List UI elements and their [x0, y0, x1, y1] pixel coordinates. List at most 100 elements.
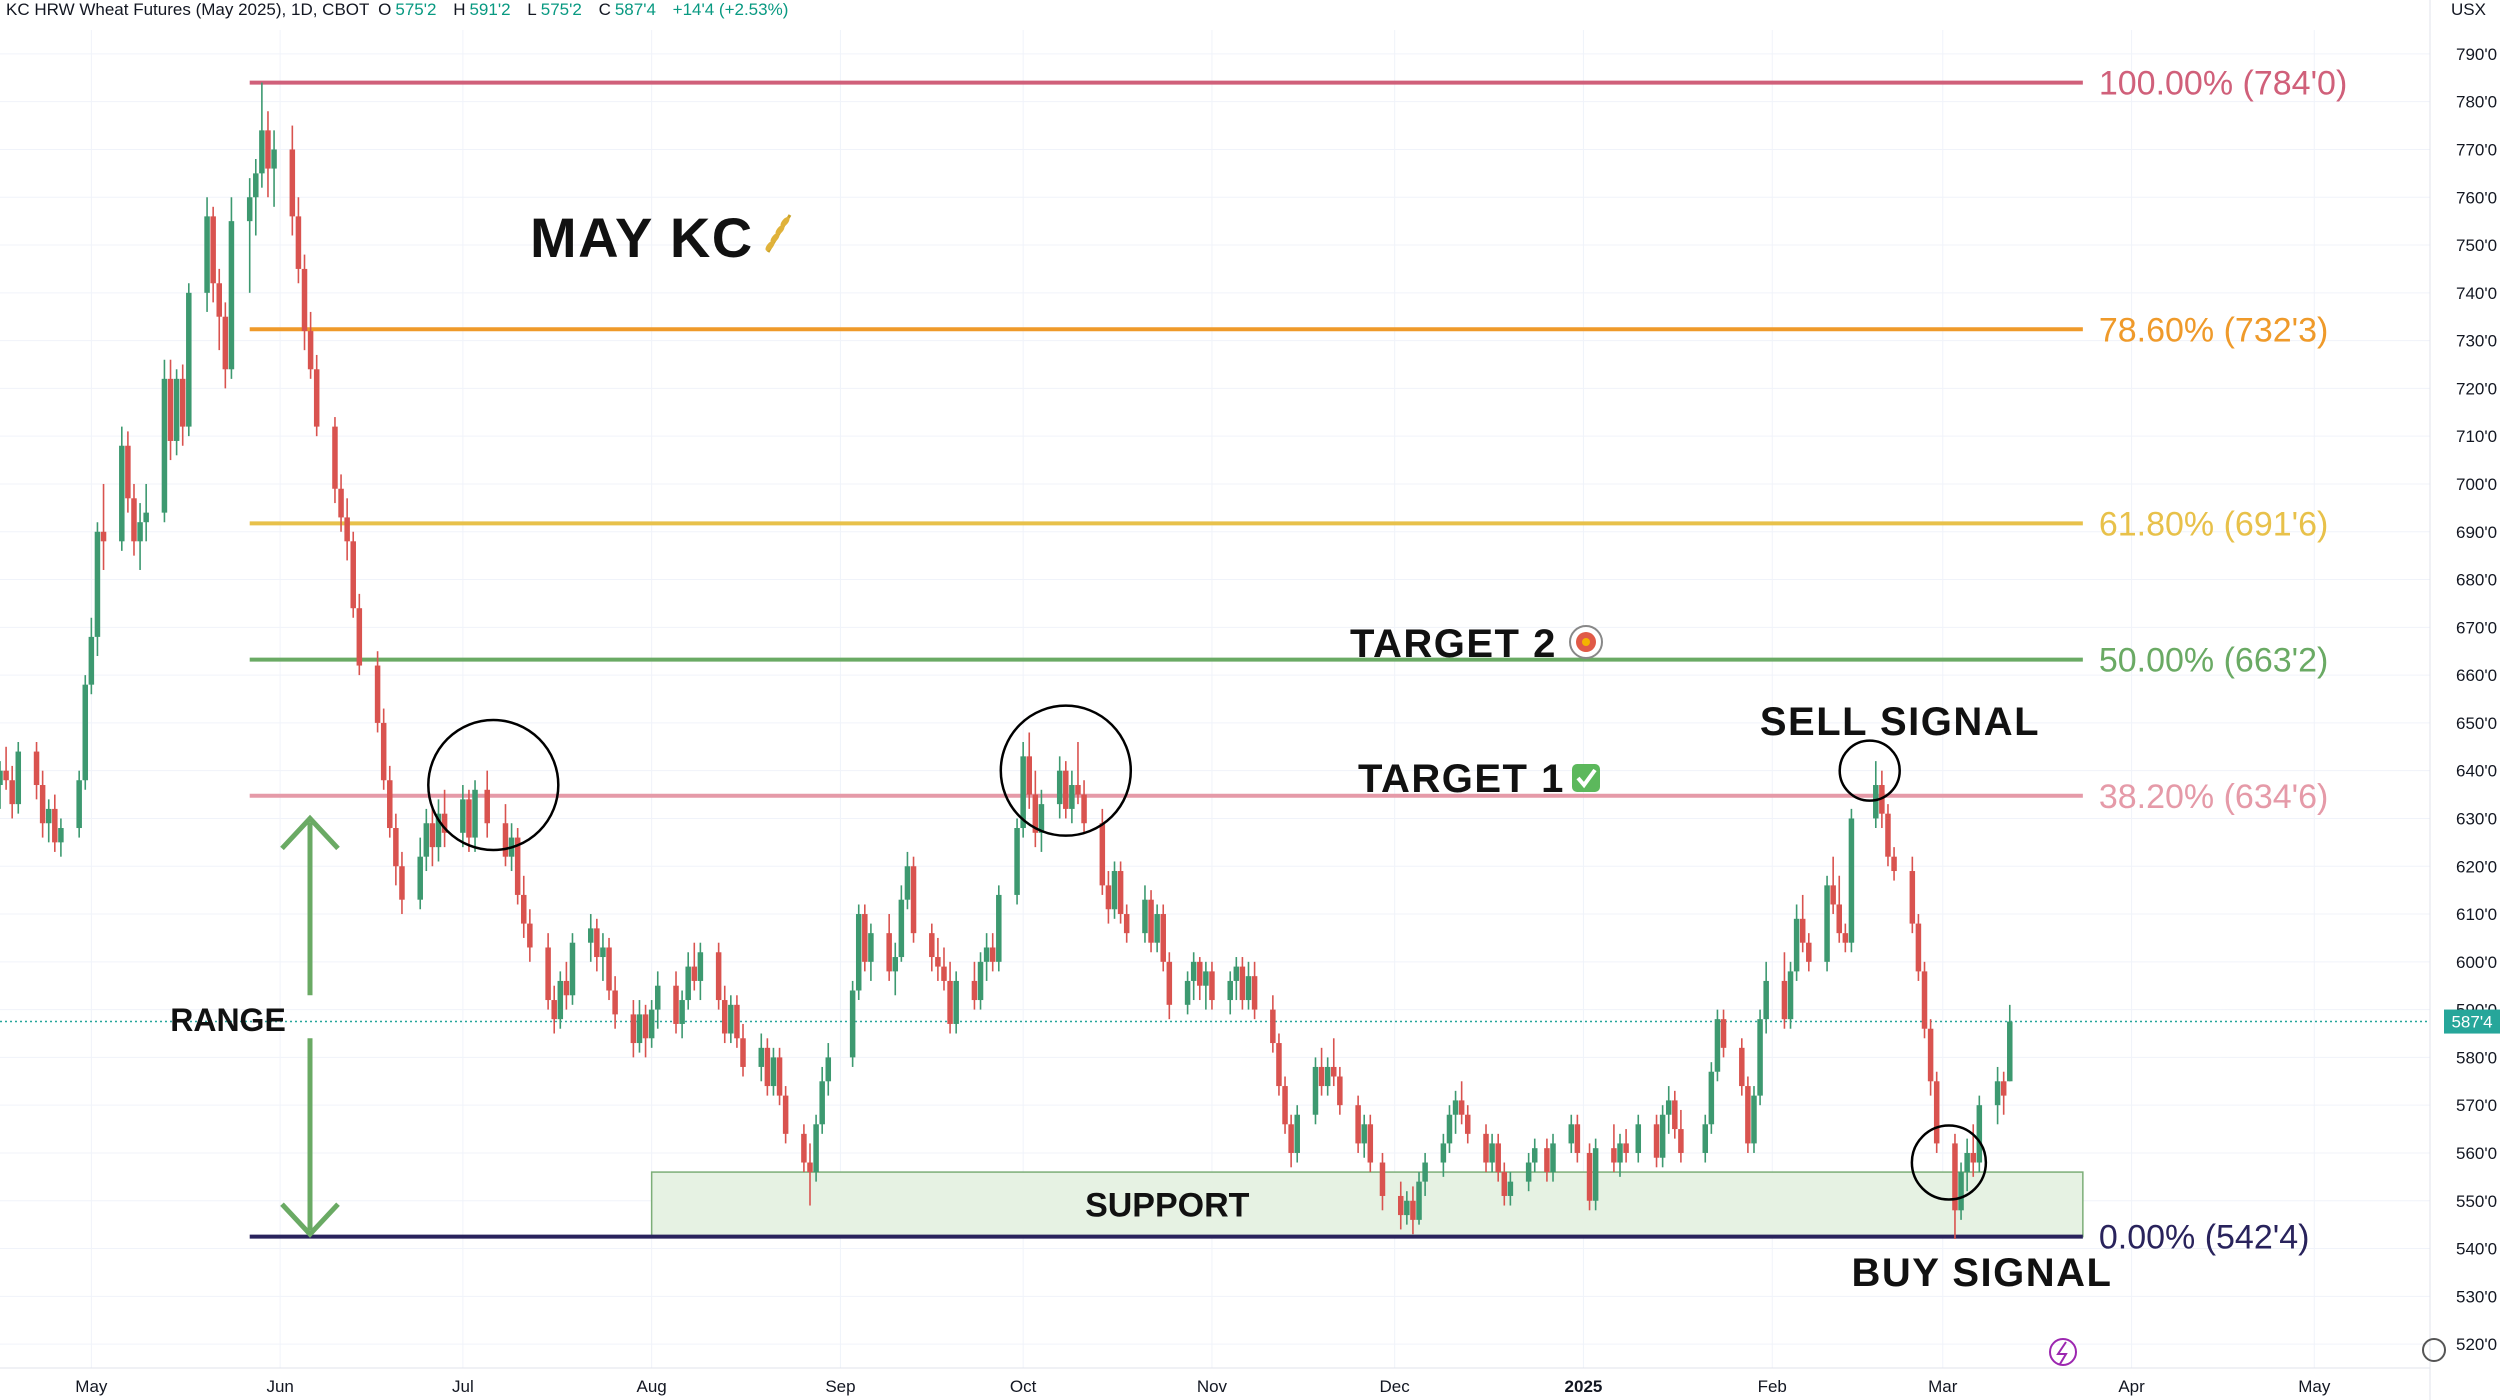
- y-tick-label: 640'0: [2456, 762, 2497, 781]
- grid-lines: [0, 30, 2430, 1368]
- candle-body: [417, 856, 423, 900]
- candle-body: [1964, 1152, 1970, 1173]
- y-tick-label: 700'0: [2456, 475, 2497, 494]
- candle-body: [265, 130, 271, 169]
- candle-body: [435, 813, 442, 848]
- low-label: L: [527, 0, 537, 19]
- candle-body: [1239, 966, 1246, 1001]
- candle-body: [849, 990, 856, 1058]
- candle-body: [1099, 823, 1106, 886]
- candle-body: [356, 608, 363, 666]
- candles: [0, 82, 2013, 1239]
- signal-circle: [1910, 1124, 1988, 1201]
- candle-body: [734, 1004, 740, 1039]
- lightning-icon: [2049, 1338, 2077, 1366]
- wheat-icon-grain: [780, 217, 790, 227]
- candle-body: [393, 828, 399, 867]
- candle-body: [1105, 885, 1112, 910]
- candle-body: [825, 1057, 832, 1082]
- candle-body: [1568, 1124, 1575, 1144]
- candle-body: [1708, 1071, 1715, 1125]
- x-tick-label: Mar: [1928, 1377, 1958, 1396]
- candle-body: [1665, 1100, 1672, 1115]
- candle-body: [1531, 1148, 1538, 1163]
- candle-body: [1184, 980, 1191, 1005]
- y-tick-label: 630'0: [2456, 809, 2497, 828]
- candle-body: [941, 966, 947, 981]
- candle-body: [173, 378, 180, 441]
- candle-body: [764, 1047, 771, 1087]
- candle-body: [642, 1014, 649, 1039]
- fib-label: 100.00% (784'0): [2099, 65, 2347, 103]
- wheat-icon-grain: [775, 225, 785, 235]
- candle-body: [679, 1000, 685, 1024]
- candle-body: [557, 980, 564, 1020]
- candle-body: [137, 522, 143, 542]
- candle-body: [1288, 1124, 1294, 1153]
- y-tick-label: 520'0: [2456, 1335, 2497, 1354]
- candle-body: [429, 823, 436, 848]
- x-tick-label: Dec: [1380, 1377, 1411, 1396]
- candle-body: [1611, 1148, 1617, 1163]
- target-icon: [1569, 625, 1603, 659]
- candle-body: [1763, 980, 1769, 1020]
- candle-body: [1921, 971, 1928, 1029]
- candle-body: [929, 933, 935, 958]
- y-tick-label: 750'0: [2456, 236, 2497, 255]
- candle-body: [1367, 1124, 1374, 1163]
- high-value: 591'2: [469, 0, 511, 19]
- candle-body: [1337, 1076, 1343, 1106]
- candle-body: [2007, 1021, 2013, 1082]
- candle-body: [313, 369, 320, 427]
- candle-body: [715, 952, 722, 1001]
- candle-body: [1142, 899, 1148, 934]
- candle-body: [344, 517, 350, 542]
- sell-signal-label: SELL SIGNAL: [1760, 700, 2040, 744]
- candle-body: [1294, 1114, 1300, 1153]
- y-tick-label: 530'0: [2456, 1287, 2497, 1306]
- candle-body: [691, 966, 698, 981]
- candle-body: [460, 799, 466, 833]
- candle-body: [186, 292, 192, 427]
- currency-label[interactable]: USX: [2447, 0, 2490, 20]
- close-label: C: [598, 0, 611, 19]
- wheat-icon-grain: [765, 241, 775, 251]
- candle-body: [1842, 933, 1849, 943]
- candle-body: [977, 961, 984, 1001]
- candle-body: [1848, 818, 1855, 943]
- x-tick-label: Apr: [2118, 1377, 2145, 1396]
- candle-body: [1672, 1100, 1678, 1130]
- candle-body: [387, 780, 393, 829]
- y-tick-label: 720'0: [2456, 379, 2497, 398]
- candle-body: [1081, 794, 1087, 824]
- candle-body: [125, 445, 131, 499]
- annotations: MAY KC TARGET 2 TARGET 1 SELL SIGNAL BUY SIG…: [530, 206, 2113, 1295]
- candle-body: [1659, 1114, 1666, 1158]
- candle-body: [1623, 1143, 1629, 1153]
- symbol-name[interactable]: KC HRW Wheat Futures (May 2025), 1D, CBO…: [6, 0, 370, 19]
- candle-body: [1994, 1081, 2001, 1106]
- checkmark-icon-box: [1572, 764, 1600, 792]
- target-icon-center: [1582, 638, 1590, 646]
- x-tick-label: Nov: [1197, 1377, 1228, 1396]
- checkmark-icon-tick: [1576, 768, 1597, 789]
- candle-body: [1525, 1162, 1532, 1182]
- candle-body: [253, 173, 259, 198]
- high-label: H: [453, 0, 466, 19]
- candle-body: [1909, 871, 1916, 924]
- candle-body: [898, 899, 905, 958]
- lightning-icon-bolt: [2056, 1341, 2068, 1365]
- candle-body: [1440, 1143, 1447, 1163]
- x-tick-label: Jun: [266, 1377, 293, 1396]
- candle-body: [813, 1124, 819, 1173]
- candle-body: [246, 197, 253, 222]
- buy-signal-label: BUY SIGNAL: [1852, 1251, 2113, 1295]
- y-tick-label: 550'0: [2456, 1192, 2497, 1211]
- candle-body: [1197, 961, 1203, 986]
- candle-body: [1507, 1181, 1514, 1196]
- candle-body: [1117, 871, 1124, 915]
- candle-body: [600, 947, 606, 958]
- price-tag: [2444, 1009, 2500, 1034]
- candle-body: [1069, 785, 1075, 809]
